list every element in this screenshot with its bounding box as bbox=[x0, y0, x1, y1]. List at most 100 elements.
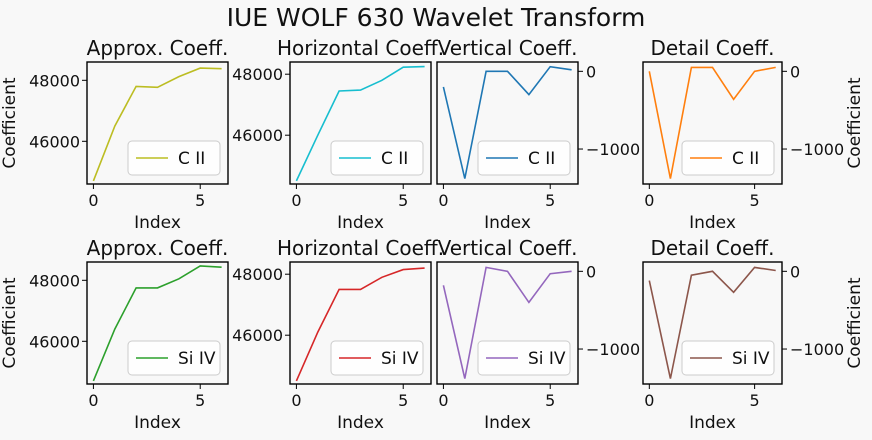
panel-title: Horizontal Coeff. bbox=[277, 236, 444, 260]
x-tick-label: 5 bbox=[750, 191, 760, 210]
plot-frame bbox=[436, 261, 579, 385]
panel-title: Vertical Coeff. bbox=[438, 36, 578, 60]
chart-panel-6: Horizontal Coeff. 0 5 Index 46000 48000 Si IV bbox=[232, 236, 444, 433]
x-tick-label: 5 bbox=[545, 391, 555, 410]
x-tick-label: 0 bbox=[88, 391, 98, 410]
panel-title: Approx. Coeff. bbox=[87, 236, 229, 260]
x-axis-label: Index bbox=[337, 213, 384, 233]
x-axis-label: Index bbox=[689, 213, 736, 233]
plot-frame bbox=[289, 261, 432, 385]
series-line bbox=[92, 67, 222, 182]
panel-title: Detail Coeff. bbox=[651, 36, 775, 60]
series-line bbox=[648, 66, 776, 179]
x-tick-label: 0 bbox=[644, 191, 654, 210]
legend-box bbox=[127, 140, 221, 176]
x-axis-label: Index bbox=[134, 213, 181, 233]
y-tick-label: 48000 bbox=[232, 65, 283, 84]
y-tick-label: −1000 bbox=[790, 140, 844, 159]
chart-panel-5: Approx. Coeff. 0 5 Index 46000 48000 Coefficie… bbox=[0, 236, 229, 433]
legend: C II bbox=[330, 140, 424, 176]
legend-box bbox=[681, 140, 775, 176]
x-tick-label: 5 bbox=[195, 391, 205, 410]
x-tick-label: 5 bbox=[750, 391, 760, 410]
y-tick-label: 46000 bbox=[29, 332, 80, 351]
y-tick-label: 0 bbox=[586, 62, 596, 81]
chart-panel-4: Detail Coeff. 0 5 Index 0 −1000 Coefficient C I… bbox=[642, 36, 865, 233]
legend-box bbox=[477, 340, 571, 376]
legend-label: Si IV bbox=[381, 349, 419, 369]
legend: C II bbox=[681, 140, 775, 176]
legend-label: C II bbox=[381, 149, 408, 169]
y-axis-label: Coefficient bbox=[845, 77, 865, 168]
plot-frame bbox=[289, 61, 432, 185]
x-tick-label: 5 bbox=[398, 191, 408, 210]
panel-title: Vertical Coeff. bbox=[438, 236, 578, 260]
panel-title: Horizontal Coeff. bbox=[277, 36, 444, 60]
legend-box bbox=[330, 140, 424, 176]
y-tick-label: −1000 bbox=[586, 340, 640, 359]
legend-label: C II bbox=[732, 149, 759, 169]
legend-label: Si IV bbox=[528, 349, 566, 369]
y-tick-label: 46000 bbox=[232, 126, 283, 145]
x-tick-label: 5 bbox=[545, 191, 555, 210]
series-line bbox=[648, 266, 776, 379]
plot-frame bbox=[86, 261, 229, 385]
legend: Si IV bbox=[477, 340, 571, 376]
legend-box bbox=[681, 340, 775, 376]
panel-title: Approx. Coeff. bbox=[87, 36, 229, 60]
x-tick-label: 5 bbox=[398, 391, 408, 410]
plot-frame bbox=[436, 61, 579, 185]
y-tick-label: 46000 bbox=[29, 132, 80, 151]
series-line bbox=[442, 65, 572, 179]
plot-frame bbox=[642, 261, 783, 385]
legend-label: C II bbox=[528, 149, 555, 169]
series-line bbox=[295, 267, 425, 382]
x-tick-label: 0 bbox=[438, 391, 448, 410]
legend: Si IV bbox=[127, 340, 221, 376]
x-axis-label: Index bbox=[689, 413, 736, 433]
legend-box bbox=[127, 340, 221, 376]
x-tick-label: 5 bbox=[195, 191, 205, 210]
legend: C II bbox=[127, 140, 221, 176]
legend-label: Si IV bbox=[178, 349, 216, 369]
y-axis-label: Coefficient bbox=[0, 77, 20, 168]
legend-box bbox=[477, 140, 571, 176]
chart-panel-8: Detail Coeff. 0 5 Index 0 −1000 Coefficient Si … bbox=[642, 236, 865, 433]
y-tick-label: 0 bbox=[790, 62, 800, 81]
panel-title: Detail Coeff. bbox=[651, 236, 775, 260]
y-tick-label: −1000 bbox=[586, 140, 640, 159]
chart-panel-1: Approx. Coeff. 0 5 Index 46000 48000 Coefficie… bbox=[0, 36, 229, 233]
y-tick-label: −1000 bbox=[790, 340, 844, 359]
x-axis-label: Index bbox=[484, 413, 531, 433]
legend-label: Si IV bbox=[732, 349, 770, 369]
y-tick-label: 0 bbox=[790, 262, 800, 281]
plot-frame bbox=[86, 61, 229, 185]
series-line bbox=[92, 265, 222, 382]
y-tick-label: 0 bbox=[586, 262, 596, 281]
legend: C II bbox=[477, 140, 571, 176]
series-line bbox=[295, 65, 425, 182]
x-tick-label: 0 bbox=[291, 391, 301, 410]
legend: Si IV bbox=[330, 340, 424, 376]
legend: Si IV bbox=[681, 340, 775, 376]
x-tick-label: 0 bbox=[88, 191, 98, 210]
y-axis-label: Coefficient bbox=[0, 277, 20, 368]
legend-box bbox=[330, 340, 424, 376]
y-tick-label: 48000 bbox=[232, 265, 283, 284]
x-axis-label: Index bbox=[337, 413, 384, 433]
chart-panel-2: Horizontal Coeff. 0 5 Index 46000 48000 C II bbox=[232, 36, 444, 233]
x-axis-label: Index bbox=[134, 413, 181, 433]
x-axis-label: Index bbox=[484, 213, 531, 233]
chart-panel-7: Vertical Coeff. 0 5 Index 0 −1000 Si IV bbox=[436, 236, 640, 433]
chart-panel-3: Vertical Coeff. 0 5 Index 0 −1000 C II bbox=[436, 36, 640, 233]
y-axis-label: Coefficient bbox=[845, 277, 865, 368]
y-tick-label: 48000 bbox=[29, 271, 80, 290]
figure-title: IUE WOLF 630 Wavelet Transform bbox=[227, 3, 646, 32]
x-tick-label: 0 bbox=[291, 191, 301, 210]
x-tick-label: 0 bbox=[644, 391, 654, 410]
series-line bbox=[442, 266, 572, 379]
legend-label: C II bbox=[178, 149, 205, 169]
y-tick-label: 46000 bbox=[232, 326, 283, 345]
